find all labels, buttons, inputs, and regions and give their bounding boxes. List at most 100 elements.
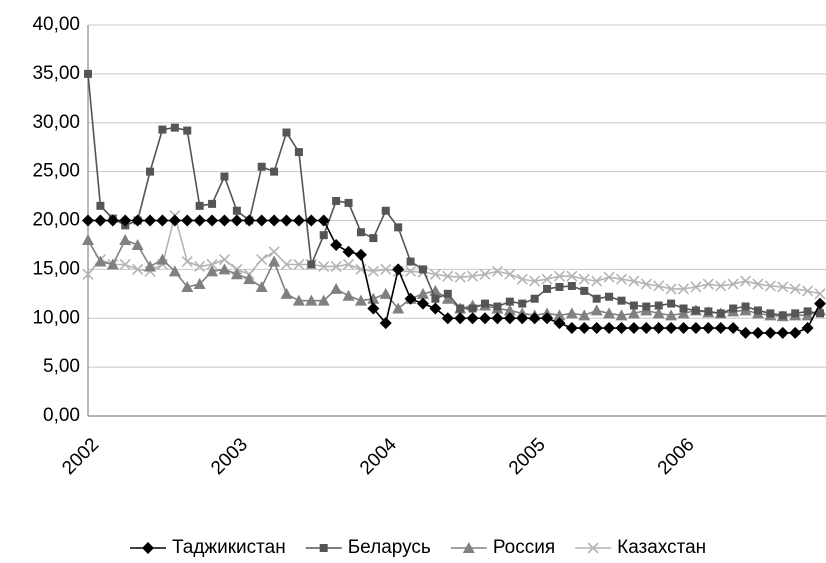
data-point [318, 260, 330, 273]
data-point [814, 297, 826, 310]
data-point [144, 260, 157, 272]
data-point [442, 270, 454, 282]
data-point [131, 238, 144, 250]
data-point [243, 214, 256, 227]
data-point [195, 201, 204, 210]
data-point [119, 214, 132, 227]
data-point [256, 254, 268, 266]
data-point [280, 258, 293, 271]
x-tick-label: 2006 [654, 434, 699, 479]
data-point [741, 302, 750, 311]
data-point [752, 278, 764, 290]
data-point [367, 265, 379, 277]
data-point [665, 283, 677, 295]
data-point [193, 278, 206, 290]
data-point [590, 304, 603, 316]
data-point [504, 268, 516, 280]
data-point [578, 273, 590, 285]
data-point [158, 125, 167, 134]
data-point [119, 234, 132, 246]
data-point [543, 284, 552, 293]
data-point [218, 263, 231, 275]
data-point [553, 270, 566, 282]
data-point [181, 280, 194, 292]
x-tick-label: 2004 [356, 434, 401, 479]
data-point [578, 309, 591, 321]
series [84, 69, 824, 320]
data-point [714, 322, 727, 335]
data-point [628, 275, 640, 287]
data-point [553, 309, 566, 321]
x-tick-label: 2005 [505, 434, 550, 479]
data-point [257, 162, 266, 171]
data-point [481, 299, 490, 308]
y-tick-label: 0,00 [43, 405, 80, 426]
data-point [479, 268, 491, 280]
data-point [727, 322, 740, 335]
data-point [84, 69, 92, 78]
data-point [653, 280, 665, 292]
data-point [530, 294, 539, 303]
data-point [82, 268, 94, 280]
data-point [416, 287, 429, 299]
data-point [292, 214, 305, 227]
data-point [591, 275, 603, 287]
data-point [342, 245, 355, 258]
data-point [677, 283, 690, 295]
data-point [392, 302, 405, 314]
data-point [789, 283, 801, 295]
legend-label: Россия [493, 537, 555, 558]
data-point [679, 304, 688, 313]
data-point [541, 273, 553, 285]
series [82, 234, 826, 322]
data-point [802, 285, 814, 297]
data-point [441, 312, 454, 325]
data-point [183, 126, 192, 135]
data-point [206, 265, 219, 277]
data-point [96, 201, 105, 210]
data-point [146, 167, 155, 176]
data-point [615, 273, 628, 285]
data-point [729, 304, 738, 313]
data-point [443, 289, 452, 298]
data-point [727, 278, 739, 290]
data-point [429, 268, 441, 280]
data-point [528, 312, 541, 325]
data-point [292, 294, 305, 306]
data-point [715, 280, 727, 292]
y-tick-label: 15,00 [32, 258, 80, 279]
data-point [119, 258, 131, 271]
data-point [280, 214, 293, 227]
data-point [168, 265, 181, 277]
data-point [677, 322, 690, 335]
y-tick-label: 20,00 [32, 210, 80, 231]
data-point [232, 206, 241, 215]
data-point [379, 317, 392, 330]
data-point [268, 255, 281, 267]
data-point [243, 273, 256, 285]
data-point [342, 258, 355, 271]
data-point [431, 294, 440, 303]
data-point [344, 198, 353, 207]
data-point [454, 312, 467, 325]
y-tick-label: 35,00 [32, 63, 80, 84]
data-point [305, 294, 318, 306]
data-point [392, 263, 405, 276]
series [82, 210, 826, 300]
data-point [516, 312, 529, 325]
data-point [592, 294, 601, 303]
data-point [777, 281, 789, 293]
data-point [479, 312, 492, 325]
data-point [803, 307, 812, 316]
data-point [801, 322, 814, 335]
data-point [404, 292, 417, 305]
data-point [503, 312, 516, 325]
series-line [87, 239, 821, 318]
y-tick-label: 40,00 [32, 14, 80, 35]
data-point [640, 322, 653, 335]
data-point [255, 280, 268, 292]
legend-label: Казахстан [617, 537, 706, 558]
data-point [317, 294, 330, 306]
data-point [702, 278, 714, 290]
